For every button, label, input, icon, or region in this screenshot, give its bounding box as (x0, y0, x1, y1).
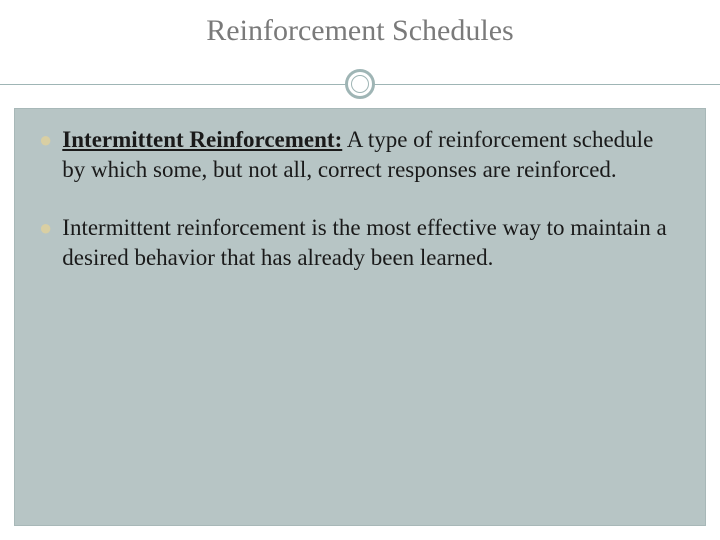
circle-ornament-icon (345, 69, 375, 99)
title-region: Reinforcement Schedules (0, 0, 720, 48)
bullet-text: Intermittent reinforcement is the most e… (62, 213, 681, 273)
slide-title: Reinforcement Schedules (206, 14, 513, 47)
bullet-rest: Intermittent reinforcement is the most e… (62, 215, 666, 270)
slide: Reinforcement Schedules ● Intermittent R… (0, 0, 720, 540)
body-panel: ● Intermittent Reinforcement: A type of … (14, 108, 706, 526)
bullet-icon: ● (39, 213, 52, 243)
list-item: ● Intermittent reinforcement is the most… (39, 213, 681, 273)
list-item: ● Intermittent Reinforcement: A type of … (39, 125, 681, 185)
bullet-text: Intermittent Reinforcement: A type of re… (62, 125, 681, 185)
bullet-icon: ● (39, 125, 52, 155)
bullet-term: Intermittent Reinforcement: (62, 127, 342, 152)
